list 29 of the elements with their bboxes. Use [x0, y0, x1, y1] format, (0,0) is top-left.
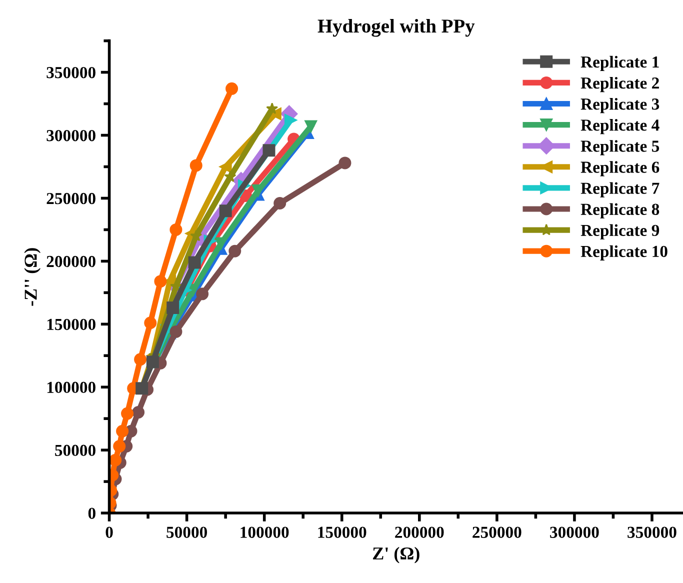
- legend-label: Replicate 6: [580, 161, 660, 176]
- x-tick-label: 150000: [318, 526, 366, 538]
- legend-label: Replicate 5: [580, 140, 660, 156]
- legend-label: Replicate 2: [580, 76, 659, 92]
- legend-label: Replicate 7: [580, 182, 660, 198]
- x-tick-label: 0: [106, 526, 113, 538]
- y-tick-label: 300000: [46, 130, 96, 142]
- x-axis-title: Z' (Ω): [372, 546, 420, 564]
- x-tick-label: 300000: [550, 526, 599, 538]
- y-tick-label: 50000: [55, 444, 96, 456]
- y-tick-label: 150000: [47, 318, 96, 330]
- x-tick-label: 350000: [628, 526, 676, 538]
- legend-label: Replicate 4: [580, 119, 660, 134]
- legend-label: Replicate 8: [580, 203, 660, 218]
- chart-title: Hydrogel with PPy: [318, 18, 475, 37]
- y-tick-label: 0: [88, 508, 96, 519]
- x-tick-label: 200000: [395, 526, 444, 538]
- y-axis-title: -Z'' (Ω): [24, 248, 41, 306]
- legend-label: Replicate 3: [580, 98, 660, 114]
- x-tick-label: 100000: [240, 526, 289, 538]
- y-tick-label: 200000: [46, 256, 96, 268]
- legend-label: Replicate 1: [580, 56, 659, 72]
- x-tick-label: 250000: [472, 526, 522, 538]
- y-tick-label: 100000: [47, 382, 96, 394]
- x-tick-label: 50000: [166, 526, 208, 538]
- legend-label: Replicate 9: [580, 224, 660, 240]
- y-tick-label: 250000: [46, 192, 96, 204]
- y-tick-label: 350000: [46, 66, 96, 78]
- legend-label: Replicate 10: [580, 245, 668, 260]
